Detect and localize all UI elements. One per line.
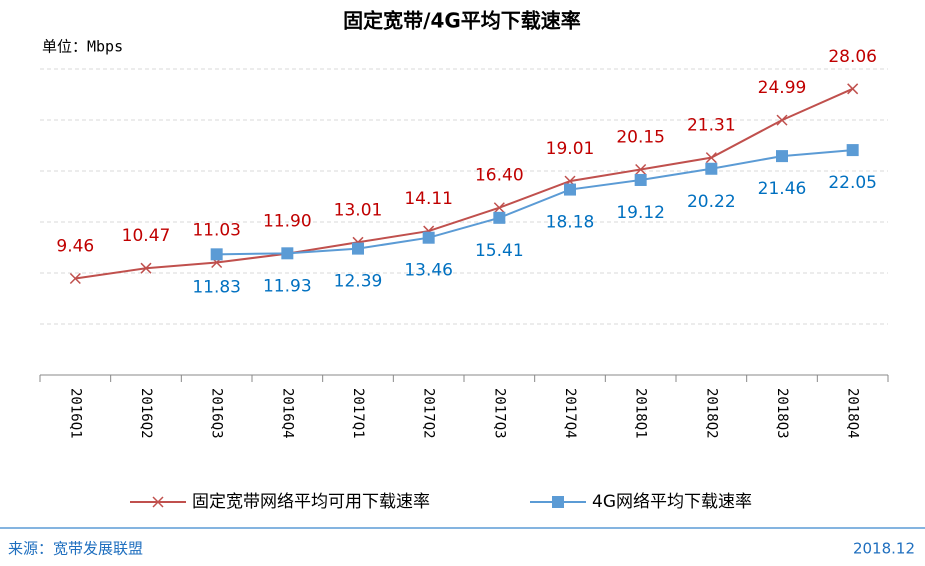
x-tick-label: 2016Q1 <box>67 388 83 439</box>
marker <box>635 163 647 176</box>
data-label: 21.31 <box>687 116 736 136</box>
data-label: 19.01 <box>546 139 595 159</box>
legend-marker <box>152 496 164 508</box>
data-label: 11.83 <box>192 277 241 297</box>
marker <box>352 242 364 255</box>
data-label: 11.93 <box>263 276 312 296</box>
legend-marker <box>552 496 564 508</box>
unit-label: 单位：Mbps <box>42 38 123 56</box>
marker <box>847 83 859 95</box>
series-line <box>216 149 853 256</box>
x-tick-label: 2017Q2 <box>421 388 437 439</box>
marker <box>776 114 788 126</box>
marker <box>705 152 717 164</box>
data-label: 11.03 <box>192 220 241 240</box>
data-label: 14.11 <box>404 189 453 209</box>
data-label: 13.46 <box>404 261 453 281</box>
data-label: 28.06 <box>828 47 877 67</box>
data-label: 20.15 <box>616 127 665 147</box>
marker <box>69 272 81 285</box>
data-label: 19.12 <box>616 203 665 223</box>
marker <box>140 262 152 274</box>
series-line <box>75 87 854 280</box>
data-label: 15.41 <box>475 241 524 261</box>
data-label: 12.39 <box>334 272 383 292</box>
data-label: 24.99 <box>758 78 807 98</box>
data-label: 13.01 <box>334 200 383 220</box>
x-tick-label: 2018Q2 <box>703 388 719 439</box>
chart-title: 固定宽带/4G平均下载速率 <box>343 9 581 33</box>
marker <box>564 183 576 196</box>
x-tick-label: 2016Q3 <box>209 388 225 439</box>
footer-date: 2018.12 <box>853 540 915 558</box>
marker <box>281 247 294 260</box>
marker <box>846 144 859 157</box>
marker <box>422 231 435 244</box>
marker <box>210 248 223 261</box>
legend-label: 固定宽带网络平均可用下载速率 <box>192 492 430 512</box>
data-label: 18.18 <box>546 213 595 233</box>
x-tick-label: 2017Q3 <box>491 388 507 439</box>
x-tick-label: 2018Q1 <box>633 388 649 439</box>
marker <box>705 162 718 175</box>
marker <box>493 211 506 224</box>
x-tick-label: 2018Q3 <box>774 388 790 439</box>
marker <box>634 173 647 186</box>
footer-source: 来源：宽带发展联盟 <box>8 540 143 558</box>
data-label: 10.47 <box>122 226 171 246</box>
x-tick-label: 2016Q4 <box>279 388 295 439</box>
marker <box>493 202 505 214</box>
data-label: 20.22 <box>687 192 736 212</box>
x-tick-label: 2016Q2 <box>138 388 154 439</box>
data-label: 21.46 <box>758 179 807 199</box>
legend-label: 4G网络平均下载速率 <box>592 492 752 512</box>
x-tick-label: 2017Q1 <box>350 388 366 439</box>
data-label: 11.90 <box>263 212 312 232</box>
data-label: 22.05 <box>828 173 877 193</box>
data-label: 9.46 <box>56 237 94 257</box>
x-tick-label: 2017Q4 <box>562 388 578 439</box>
x-tick-label: 2018Q4 <box>845 388 861 439</box>
data-label: 16.40 <box>475 166 524 186</box>
marker <box>776 150 788 163</box>
